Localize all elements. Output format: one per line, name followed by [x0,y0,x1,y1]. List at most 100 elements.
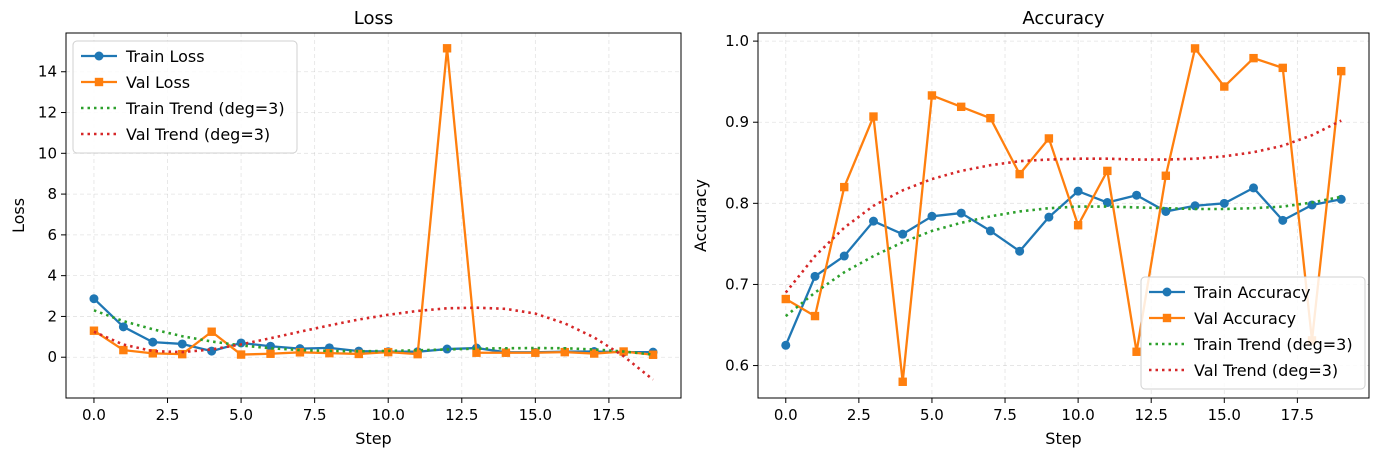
data-point [148,337,158,347]
chart-title: Loss [354,8,393,29]
legend-label-3: Val Trend (deg=3) [1194,361,1338,380]
x-tick-label: 0.0 [82,406,106,424]
data-point [810,311,820,321]
x-tick-label: 12.5 [445,406,478,424]
data-point [869,112,878,121]
y-tick-label: 0 [47,348,57,366]
data-point [1073,186,1083,196]
legend: Train Loss Val Loss Train Trend (deg=3) Val… [72,40,298,154]
data-point [1278,215,1288,225]
x-tick-label: 17.5 [592,406,625,424]
plot-area [781,44,1346,386]
y-tick-label: 0.9 [725,113,749,131]
x-tick-label: 10.0 [1061,406,1094,424]
data-point [898,377,907,386]
y-tick-label: 0.8 [725,194,749,212]
data-point [1015,246,1025,256]
data-point [266,349,275,358]
data-point [442,44,452,53]
data-point [295,348,305,357]
data-point [1249,53,1258,63]
legend-box [72,40,298,154]
y-tick-label: 14 [38,63,57,81]
subplot-accuracy: 0.0 2.5 5.0 7.5 10.0 12.5 15.0 17.5 0.6 0.7 0.8 0.9… [691,8,1370,448]
data-point [1044,212,1054,222]
y-tick-label: 12 [38,104,57,122]
x-tick-label: 10.0 [372,406,405,424]
y-tick-label: 0.7 [725,275,749,293]
x-axis-label: Step [355,429,391,448]
series-line-2 [784,195,1342,318]
legend: Train Accuracy Val Accuracy Train Trend (d… [1140,276,1366,390]
data-point [236,350,246,359]
data-point [119,345,128,355]
data-point [118,322,128,332]
x-tick-label: 12.5 [1135,406,1168,424]
data-point [986,113,995,123]
y-tick-label: 2 [47,307,57,325]
data-point [781,294,790,304]
data-point [1249,183,1259,193]
legend-marker [1162,287,1172,297]
data-point [501,348,511,357]
x-tick-label: 15.0 [1208,406,1241,424]
data-point [1073,221,1083,230]
data-point [1132,190,1142,200]
x-tick-label: 2.5 [847,406,871,424]
data-point [1220,82,1229,91]
legend-label-1: Val Accuracy [1194,309,1296,328]
x-tick-label: 17.5 [1281,406,1314,424]
data-point [868,216,878,226]
y-tick-label: 1.0 [725,32,749,50]
legend-label-3: Val Trend (deg=3) [126,125,270,144]
x-tick-label: 2.5 [156,406,180,424]
subplot-loss: 0.0 2.5 5.0 7.5 10.0 12.5 15.0 17.5 0 2 4 6 8 10 12 14 L… [9,8,682,448]
series-line-0 [784,186,1342,346]
x-tick-label: 7.5 [993,406,1017,424]
legend-marker [94,51,104,61]
data-point [236,338,246,348]
data-point [325,348,334,358]
y-tick-label: 8 [47,185,57,203]
data-point [956,208,966,218]
data-point [178,349,187,359]
x-tick-label: 5.0 [229,406,253,424]
data-point [589,349,599,358]
chart-title: Accuracy [1022,8,1105,29]
data-point [413,349,422,359]
data-point [1015,169,1024,179]
data-point [1190,201,1200,211]
data-point [89,294,99,304]
x-tick-label: 15.0 [519,406,552,424]
y-axis-label: Loss [9,198,28,233]
data-point [1190,44,1200,53]
data-point [1132,347,1141,356]
data-point [354,349,363,359]
data-point [648,350,658,359]
data-point [1336,194,1346,204]
series-line-1 [93,47,654,356]
legend-label-2: Train Trend (deg=3) [125,99,285,118]
data-point [560,347,569,357]
legend-marker [1162,313,1172,323]
y-tick-label: 4 [47,267,57,285]
data-point [89,326,99,335]
data-point [985,226,995,236]
y-tick-label: 10 [38,144,57,162]
legend-box [1140,276,1366,390]
data-point [177,339,187,349]
series-line-1 [785,47,1343,383]
data-point [1278,63,1287,73]
data-point [148,349,158,358]
y-tick-label: 6 [47,226,57,244]
data-point [472,348,481,357]
series-line-3 [93,306,654,381]
legend-label-0: Train Accuracy [1193,283,1311,302]
axes-frame [757,32,1370,399]
data-point [810,271,820,281]
data-point [1307,200,1317,210]
data-point [839,251,849,261]
data-point [781,340,791,350]
x-axis-label: Step [1045,429,1081,448]
